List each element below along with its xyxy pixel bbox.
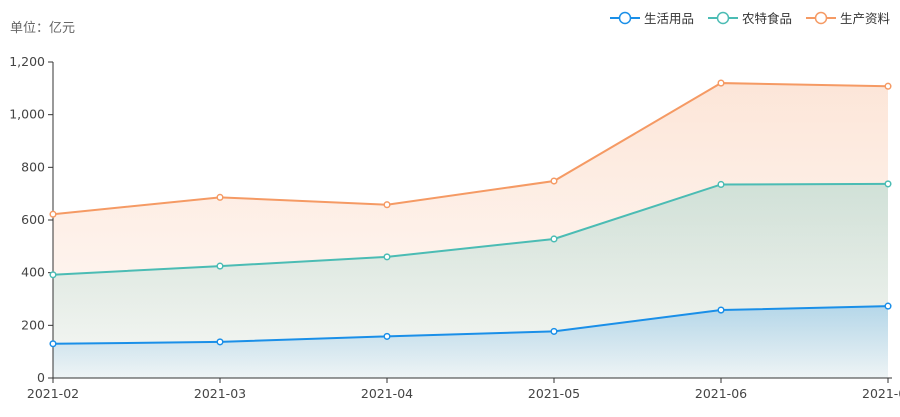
x-tick-label: 2021-04 bbox=[361, 386, 413, 401]
legend-circle-icon bbox=[805, 11, 836, 25]
data-point bbox=[216, 338, 224, 346]
legend-circle-icon bbox=[707, 11, 738, 25]
series-area bbox=[53, 306, 888, 378]
data-point bbox=[216, 262, 224, 270]
x-tick-label: 2021-02 bbox=[27, 386, 79, 401]
x-tick-label: 2021-05 bbox=[528, 386, 580, 401]
data-point bbox=[884, 82, 892, 90]
data-point bbox=[49, 271, 57, 279]
legend-label: 农特食品 bbox=[741, 11, 792, 26]
legend-item-agri-food[interactable]: 农特食品 bbox=[707, 8, 792, 27]
y-tick-label: 0 bbox=[37, 370, 45, 385]
data-point bbox=[383, 253, 391, 261]
data-point bbox=[884, 302, 892, 310]
y-tick-label: 400 bbox=[21, 265, 45, 280]
data-point bbox=[383, 332, 391, 340]
data-point bbox=[550, 177, 558, 185]
data-point bbox=[884, 180, 892, 188]
data-point bbox=[383, 201, 391, 209]
data-point bbox=[717, 79, 725, 87]
x-tick-label: 2021-0 bbox=[862, 386, 900, 401]
data-point bbox=[717, 306, 725, 314]
y-tick-label: 600 bbox=[21, 212, 45, 227]
data-point bbox=[49, 340, 57, 348]
y-tick-label: 800 bbox=[21, 159, 45, 174]
legend-circle-icon bbox=[609, 11, 640, 25]
y-tick-label: 1,000 bbox=[9, 107, 45, 122]
legend-item-daily-goods[interactable]: 生活用品 bbox=[609, 8, 694, 27]
legend-item-production-materials[interactable]: 生产资料 bbox=[805, 8, 890, 27]
data-point bbox=[717, 180, 725, 188]
series-line bbox=[52, 182, 889, 276]
legend-label: 生活用品 bbox=[643, 11, 694, 26]
series-line bbox=[52, 82, 889, 216]
y-tick-label: 1,200 bbox=[9, 54, 45, 69]
data-point bbox=[550, 235, 558, 243]
data-point bbox=[216, 193, 224, 201]
legend: 生活用品 农特食品 生产资料 bbox=[609, 8, 890, 27]
unit-label: 单位：亿元 bbox=[10, 21, 76, 36]
x-tick-label: 2021-03 bbox=[194, 386, 246, 401]
data-point bbox=[49, 210, 57, 218]
data-point bbox=[550, 327, 558, 335]
legend-label: 生产资料 bbox=[839, 11, 890, 26]
y-tick-label: 200 bbox=[21, 317, 45, 332]
series-line bbox=[52, 305, 889, 345]
x-tick-label: 2021-06 bbox=[695, 386, 747, 401]
